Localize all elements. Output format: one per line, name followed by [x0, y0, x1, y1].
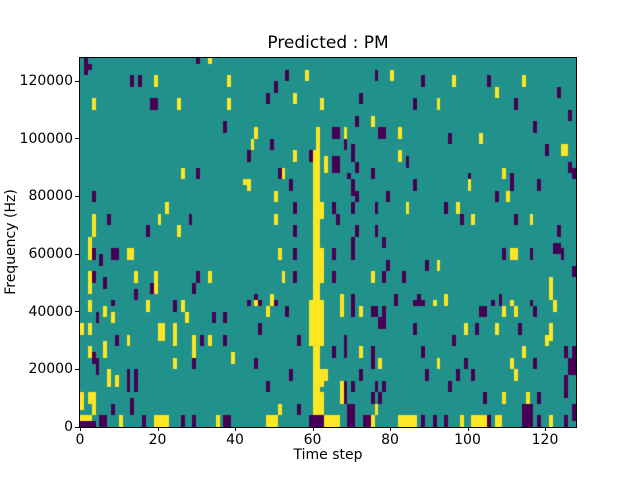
x-tick-label: 60 [303, 432, 322, 448]
y-tick-mark [75, 311, 79, 313]
x-tick-label: 0 [75, 432, 85, 448]
x-tick-label: 80 [381, 432, 399, 448]
y-tick-label: 100000 [19, 130, 73, 147]
x-tick-label: 40 [226, 432, 244, 448]
y-axis-label: Frequency (Hz) [3, 189, 19, 295]
y-tick-mark [75, 253, 79, 255]
heatmap-canvas [80, 58, 576, 427]
y-tick-mark [75, 426, 79, 428]
y-tick-label: 60000 [28, 246, 73, 263]
x-tick-mark [545, 427, 546, 431]
chart-title: Predicted : PM [267, 33, 389, 53]
x-tick-mark [235, 427, 236, 431]
y-tick-mark [75, 138, 79, 140]
x-tick-mark [157, 427, 159, 431]
x-tick-mark [80, 427, 81, 431]
y-tick-label: 0 [64, 419, 73, 435]
x-tick-label: 120 [531, 432, 559, 448]
y-tick-label: 80000 [28, 188, 73, 205]
x-tick-mark [467, 427, 469, 431]
y-tick-mark [75, 368, 79, 370]
y-tick-mark [75, 195, 79, 197]
x-tick-mark [390, 427, 391, 431]
y-tick-label: 20000 [28, 361, 73, 378]
y-tick-label: 40000 [28, 303, 73, 320]
y-tick-mark [75, 80, 79, 82]
x-tick-mark [312, 427, 314, 431]
x-tick-label: 100 [454, 432, 481, 448]
x-tick-label: 20 [148, 432, 167, 448]
plot-area [79, 57, 577, 428]
x-axis-label: Time step [293, 447, 363, 463]
y-tick-label: 120000 [19, 73, 73, 90]
